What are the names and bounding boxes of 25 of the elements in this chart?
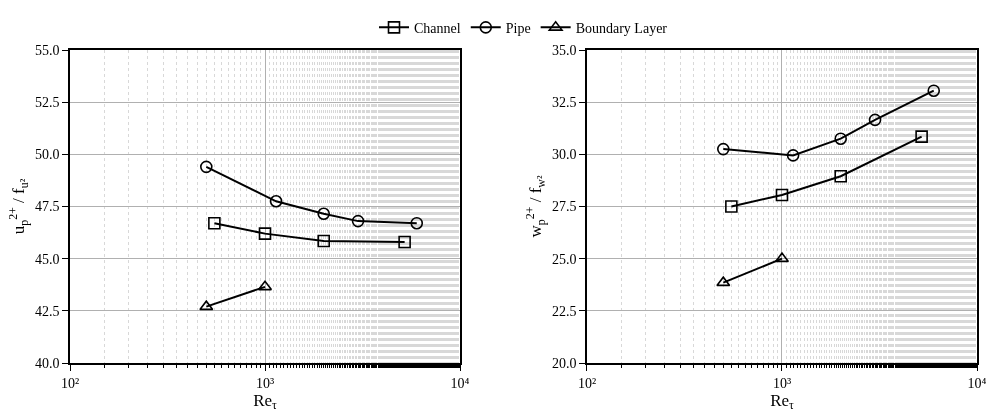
y-tick-label: 47.5 [34,199,60,215]
legend-label: Pipe [505,20,531,36]
x-tick-label: 10⁴ [967,375,987,391]
y-tick-label: 40.0 [34,355,60,371]
y-tick-label: 32.5 [551,95,577,111]
legend-label: Boundary Layer [575,20,668,36]
y-tick-label: 42.5 [34,303,60,319]
x-tick-label: 10⁴ [450,375,470,391]
x-tick-label: 10² [60,375,80,391]
x-axis-title: Re$_{τ}$ [770,390,795,413]
y-tick-label: 22.5 [551,303,577,319]
y-tick-label: 20.0 [551,355,577,371]
y-tick-label: 35.0 [551,42,577,58]
x-tick-label: 10³ [255,375,275,391]
y-tick-label: 52.5 [34,95,60,111]
x-tick-label: 10² [577,375,597,391]
x-tick-label: 10³ [772,375,792,391]
y-tick-label: 45.0 [34,251,60,267]
y-tick-label: 27.5 [551,199,577,215]
y-tick-label: 25.0 [551,251,577,267]
y-tick-label: 55.0 [34,42,60,58]
legend-label: Channel [414,20,461,36]
y-tick-label: 30.0 [551,147,577,163]
x-axis-title: Re$_{τ}$ [253,390,278,413]
y-tick-label: 50.0 [34,147,60,163]
